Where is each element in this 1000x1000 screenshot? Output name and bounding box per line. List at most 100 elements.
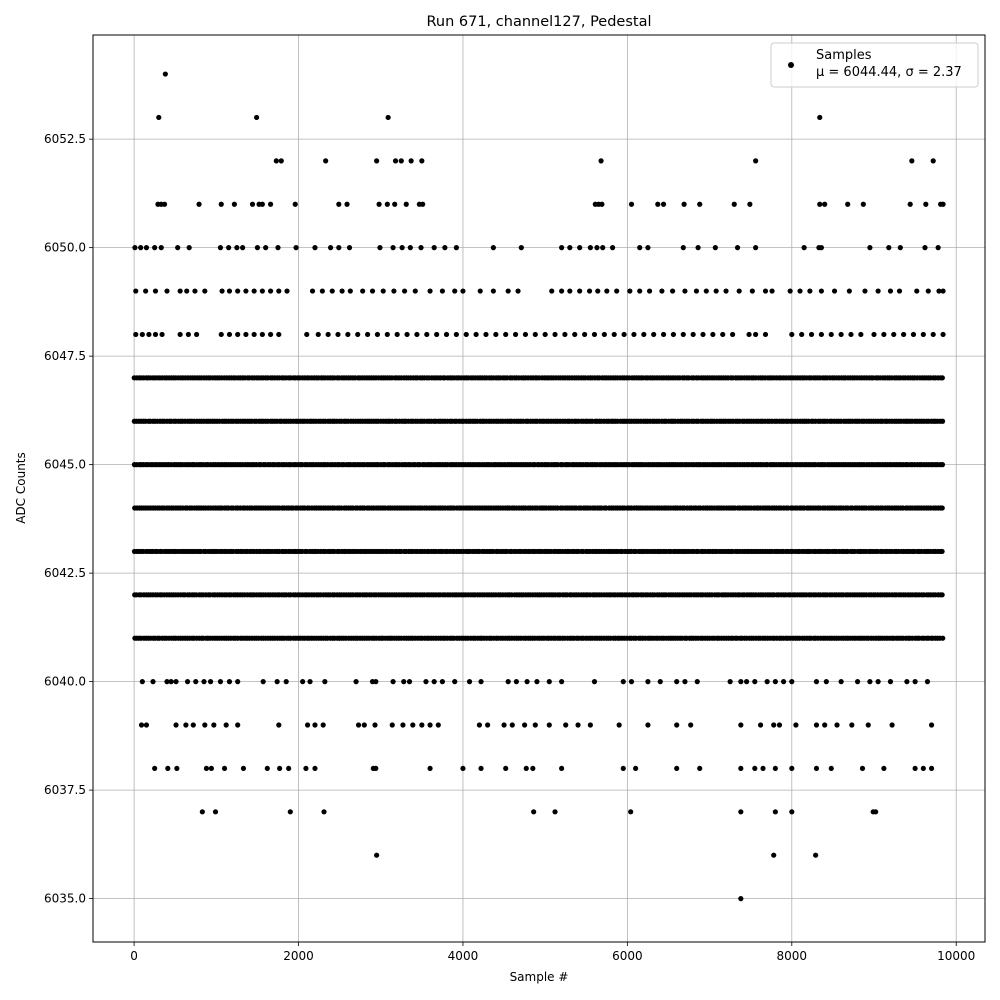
data-point bbox=[355, 331, 361, 338]
data-point bbox=[813, 679, 820, 685]
data-point bbox=[712, 245, 718, 251]
data-point bbox=[303, 765, 309, 772]
data-point bbox=[738, 809, 744, 815]
data-point bbox=[223, 722, 229, 728]
data-point bbox=[329, 288, 335, 294]
data-point bbox=[887, 679, 894, 685]
data-point bbox=[392, 201, 398, 207]
data-point bbox=[591, 331, 598, 338]
data-point bbox=[924, 679, 931, 685]
data-point bbox=[423, 679, 429, 685]
data-point bbox=[930, 158, 936, 164]
data-point bbox=[604, 288, 610, 294]
data-point bbox=[549, 288, 555, 294]
data-point bbox=[542, 331, 548, 338]
data-point bbox=[859, 765, 866, 772]
data-point bbox=[143, 288, 149, 294]
data-point bbox=[873, 809, 879, 815]
data-point bbox=[567, 288, 573, 294]
data-point bbox=[940, 201, 946, 207]
data-point bbox=[591, 679, 598, 685]
data-point bbox=[567, 245, 573, 251]
data-point bbox=[374, 331, 381, 338]
data-point bbox=[264, 765, 270, 772]
data-point bbox=[161, 201, 168, 207]
data-point bbox=[762, 288, 769, 294]
data-point bbox=[243, 331, 249, 338]
data-point bbox=[939, 548, 945, 555]
data-point bbox=[320, 722, 326, 728]
legend-marker bbox=[788, 62, 794, 68]
data-point bbox=[493, 331, 499, 338]
data-point bbox=[150, 679, 156, 685]
data-point bbox=[398, 158, 404, 164]
data-point bbox=[235, 679, 241, 685]
data-point bbox=[595, 288, 601, 294]
data-point bbox=[817, 114, 823, 121]
data-point bbox=[312, 722, 318, 728]
legend-box bbox=[770, 42, 979, 88]
data-point bbox=[483, 331, 489, 338]
data-point bbox=[822, 201, 828, 207]
data-point bbox=[559, 288, 565, 294]
data-point bbox=[186, 245, 192, 251]
data-point bbox=[789, 809, 795, 815]
data-point bbox=[404, 331, 410, 338]
data-point bbox=[208, 765, 214, 772]
data-point bbox=[939, 505, 945, 511]
data-point bbox=[628, 201, 635, 207]
data-point bbox=[207, 679, 214, 685]
data-point bbox=[196, 201, 202, 207]
data-point bbox=[793, 722, 799, 728]
data-point bbox=[336, 201, 342, 207]
data-point bbox=[360, 288, 366, 294]
y-tick-label: 6045.0 bbox=[44, 458, 86, 472]
data-point bbox=[614, 288, 620, 294]
data-point bbox=[822, 722, 828, 728]
data-point bbox=[532, 331, 538, 338]
data-point bbox=[164, 288, 170, 294]
data-point bbox=[138, 245, 144, 251]
data-point bbox=[749, 288, 755, 294]
data-point bbox=[928, 722, 935, 728]
y-tick-label: 6040.0 bbox=[44, 675, 86, 689]
legend: Samples μ = 6044.44, σ = 2.37 bbox=[770, 42, 979, 88]
data-point bbox=[789, 331, 795, 338]
data-point bbox=[321, 809, 327, 815]
data-point bbox=[909, 158, 915, 164]
data-point bbox=[503, 765, 509, 772]
data-point bbox=[442, 245, 448, 251]
data-point bbox=[284, 288, 290, 294]
data-point bbox=[546, 722, 552, 728]
data-point bbox=[695, 245, 701, 251]
data-point bbox=[452, 288, 458, 294]
data-point bbox=[616, 722, 622, 728]
data-point bbox=[394, 331, 400, 338]
data-point bbox=[641, 331, 647, 338]
data-point bbox=[509, 722, 515, 728]
data-point bbox=[202, 722, 208, 728]
data-point bbox=[427, 765, 433, 772]
data-point bbox=[752, 679, 758, 685]
x-tick-label: 2000 bbox=[283, 949, 314, 963]
data-point bbox=[133, 331, 139, 338]
data-point bbox=[904, 679, 910, 685]
data-point bbox=[460, 765, 466, 772]
data-point bbox=[374, 852, 380, 858]
data-point bbox=[217, 679, 224, 685]
data-point bbox=[452, 679, 458, 685]
data-point bbox=[559, 679, 565, 685]
data-point bbox=[512, 331, 519, 338]
data-point bbox=[522, 722, 528, 728]
data-point bbox=[173, 679, 179, 685]
data-point bbox=[875, 679, 881, 685]
data-point bbox=[443, 331, 450, 338]
data-point bbox=[818, 288, 825, 294]
data-point bbox=[865, 722, 871, 728]
data-point bbox=[168, 679, 174, 685]
data-point bbox=[627, 288, 633, 294]
data-point bbox=[674, 722, 680, 728]
data-point bbox=[845, 201, 851, 207]
data-point bbox=[813, 765, 820, 772]
data-point bbox=[838, 679, 844, 685]
